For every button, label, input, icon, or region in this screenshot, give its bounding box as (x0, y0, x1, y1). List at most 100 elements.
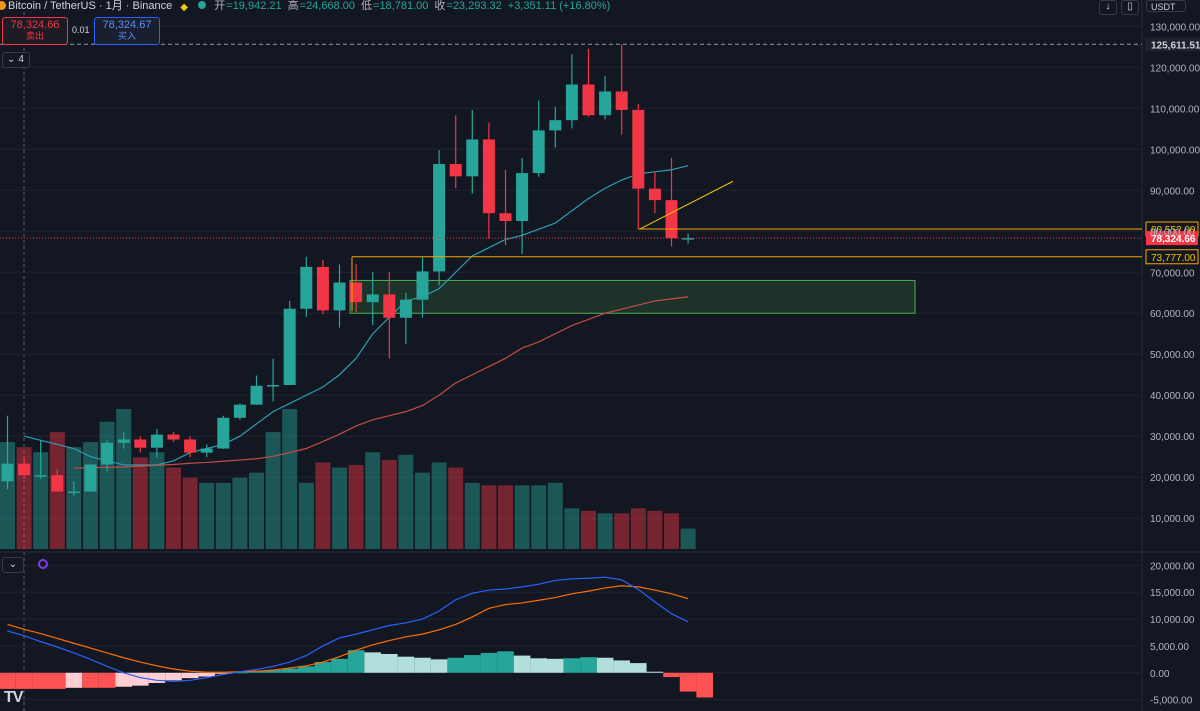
macd-histogram-bar (148, 672, 166, 683)
arrow-down-icon: ↓ (1105, 1, 1111, 12)
level-label-bg (1145, 249, 1199, 265)
volume-bar (415, 472, 430, 549)
price-tick-label: 70,000.00 (1150, 268, 1195, 279)
volume-bar (680, 528, 696, 549)
currency-label: USDT (1151, 2, 1176, 12)
volume-bar (498, 485, 513, 549)
price-tick-label: 120,000.00 (1150, 63, 1200, 74)
macd-histogram-bar (115, 672, 132, 687)
price-tick-label: 20,000.00 (1150, 473, 1195, 484)
candle-body (200, 448, 213, 453)
candle-body (482, 139, 495, 214)
candle-body (599, 91, 612, 116)
last-price-label: 78,324.66 (1151, 234, 1196, 245)
buy-button[interactable]: 78,324.67 买入 (94, 17, 160, 45)
price-tick-label: 50,000.00 (1150, 350, 1195, 361)
candle-body (300, 266, 313, 309)
candle-body (184, 439, 197, 453)
macd-histogram-bar (530, 658, 547, 673)
macd-histogram-bar (547, 658, 564, 673)
currency-select[interactable]: USDT (1146, 0, 1186, 12)
macd-histogram-bar (497, 651, 514, 673)
candle-body (499, 213, 512, 222)
volume-bar (232, 477, 248, 549)
volume-bar (249, 472, 264, 549)
candle-body (632, 109, 645, 189)
macd-histogram-bar (630, 663, 647, 673)
candle-body (516, 173, 529, 222)
macd-histogram-bar (513, 655, 531, 673)
macd-histogram-bar (447, 657, 464, 673)
volume-bar (381, 459, 397, 549)
candle-body (150, 434, 163, 448)
candle-body (1, 463, 14, 482)
trendline (640, 180, 734, 230)
candle-body (101, 442, 114, 465)
candle-body (466, 139, 479, 177)
macd-histogram-bar (646, 671, 664, 673)
macd-histogram-bar (298, 666, 315, 673)
volume-bar (464, 482, 480, 549)
sell-price: 78,324.66 (10, 19, 60, 31)
last-price-label-bg (1146, 231, 1198, 246)
volume-bar (149, 452, 165, 549)
candle-body (615, 91, 628, 110)
price-tick-label: 80,000.00 (1150, 227, 1195, 238)
lock-button[interactable]: ▯ (1121, 0, 1139, 15)
macd-histogram-bar (15, 672, 33, 689)
macd-tick-label: 10,000.00 (1150, 615, 1195, 626)
macd-histogram-bar (347, 650, 365, 673)
tradingview-logo: TV (4, 689, 23, 706)
candle-body (51, 475, 64, 492)
bitcoin-logo-icon (0, 1, 6, 10)
volume-bar (481, 485, 497, 549)
ath-label: 125,611.51 (1151, 40, 1200, 51)
macd-histogram-bar (480, 652, 498, 673)
candle-body (532, 130, 545, 174)
volume-bar (215, 482, 231, 549)
level-label: 80,552.00 (1151, 225, 1196, 236)
indicator-count: 4 (18, 54, 24, 65)
flag-icon[interactable]: ◆ (180, 2, 188, 13)
volume-bar (282, 409, 298, 549)
candle-body (18, 463, 31, 476)
volume-bar (630, 508, 646, 549)
volume-bar (664, 513, 679, 549)
macd-histogram-bar (364, 652, 381, 673)
price-tick-label: 100,000.00 (1150, 145, 1200, 156)
candle-body (134, 439, 147, 448)
price-tick-label: 10,000.00 (1150, 514, 1195, 525)
lock-icon: ▯ (1127, 1, 1133, 12)
candle-body (582, 84, 595, 116)
price-tick-label: 40,000.00 (1150, 391, 1195, 402)
volume-bar (199, 482, 215, 549)
indicators-toggle[interactable]: ⌄ 4 (2, 52, 30, 68)
candle-body (233, 404, 246, 418)
volume-bar (298, 482, 314, 549)
macd-histogram-bar (264, 670, 282, 673)
macd-settings-icon[interactable] (38, 559, 48, 569)
macd-tick-label: 20,000.00 (1150, 561, 1195, 572)
ath-label-bg (1145, 37, 1200, 52)
moving-average-line (23, 165, 689, 466)
symbol-title[interactable]: Bitcoin / TetherUS · 1月 · Binance (8, 0, 173, 12)
macd-histogram-bar (381, 653, 398, 673)
macd-histogram-bar (314, 662, 332, 673)
moving-average-line (73, 296, 689, 469)
candle-body (316, 266, 329, 311)
volume-bar (66, 447, 82, 549)
buy-label: 买入 (117, 31, 136, 41)
macd-histogram-bar (281, 668, 298, 673)
sell-button[interactable]: 78,324.66 卖出 (2, 17, 68, 45)
buy-price: 78,324.67 (102, 19, 152, 31)
macd-histogram-bar (580, 657, 597, 673)
download-button[interactable]: ↓ (1099, 0, 1117, 15)
macd-histogram-bar (679, 672, 697, 692)
macd-histogram-bar (464, 655, 481, 673)
macd-histogram-bar (231, 672, 249, 674)
macd-tick-label: 0.00 (1150, 669, 1170, 680)
price-tick-label: 30,000.00 (1150, 432, 1195, 443)
macd-histogram-bar (663, 672, 680, 678)
macd-pane-toggle[interactable]: ⌄ (2, 557, 24, 573)
